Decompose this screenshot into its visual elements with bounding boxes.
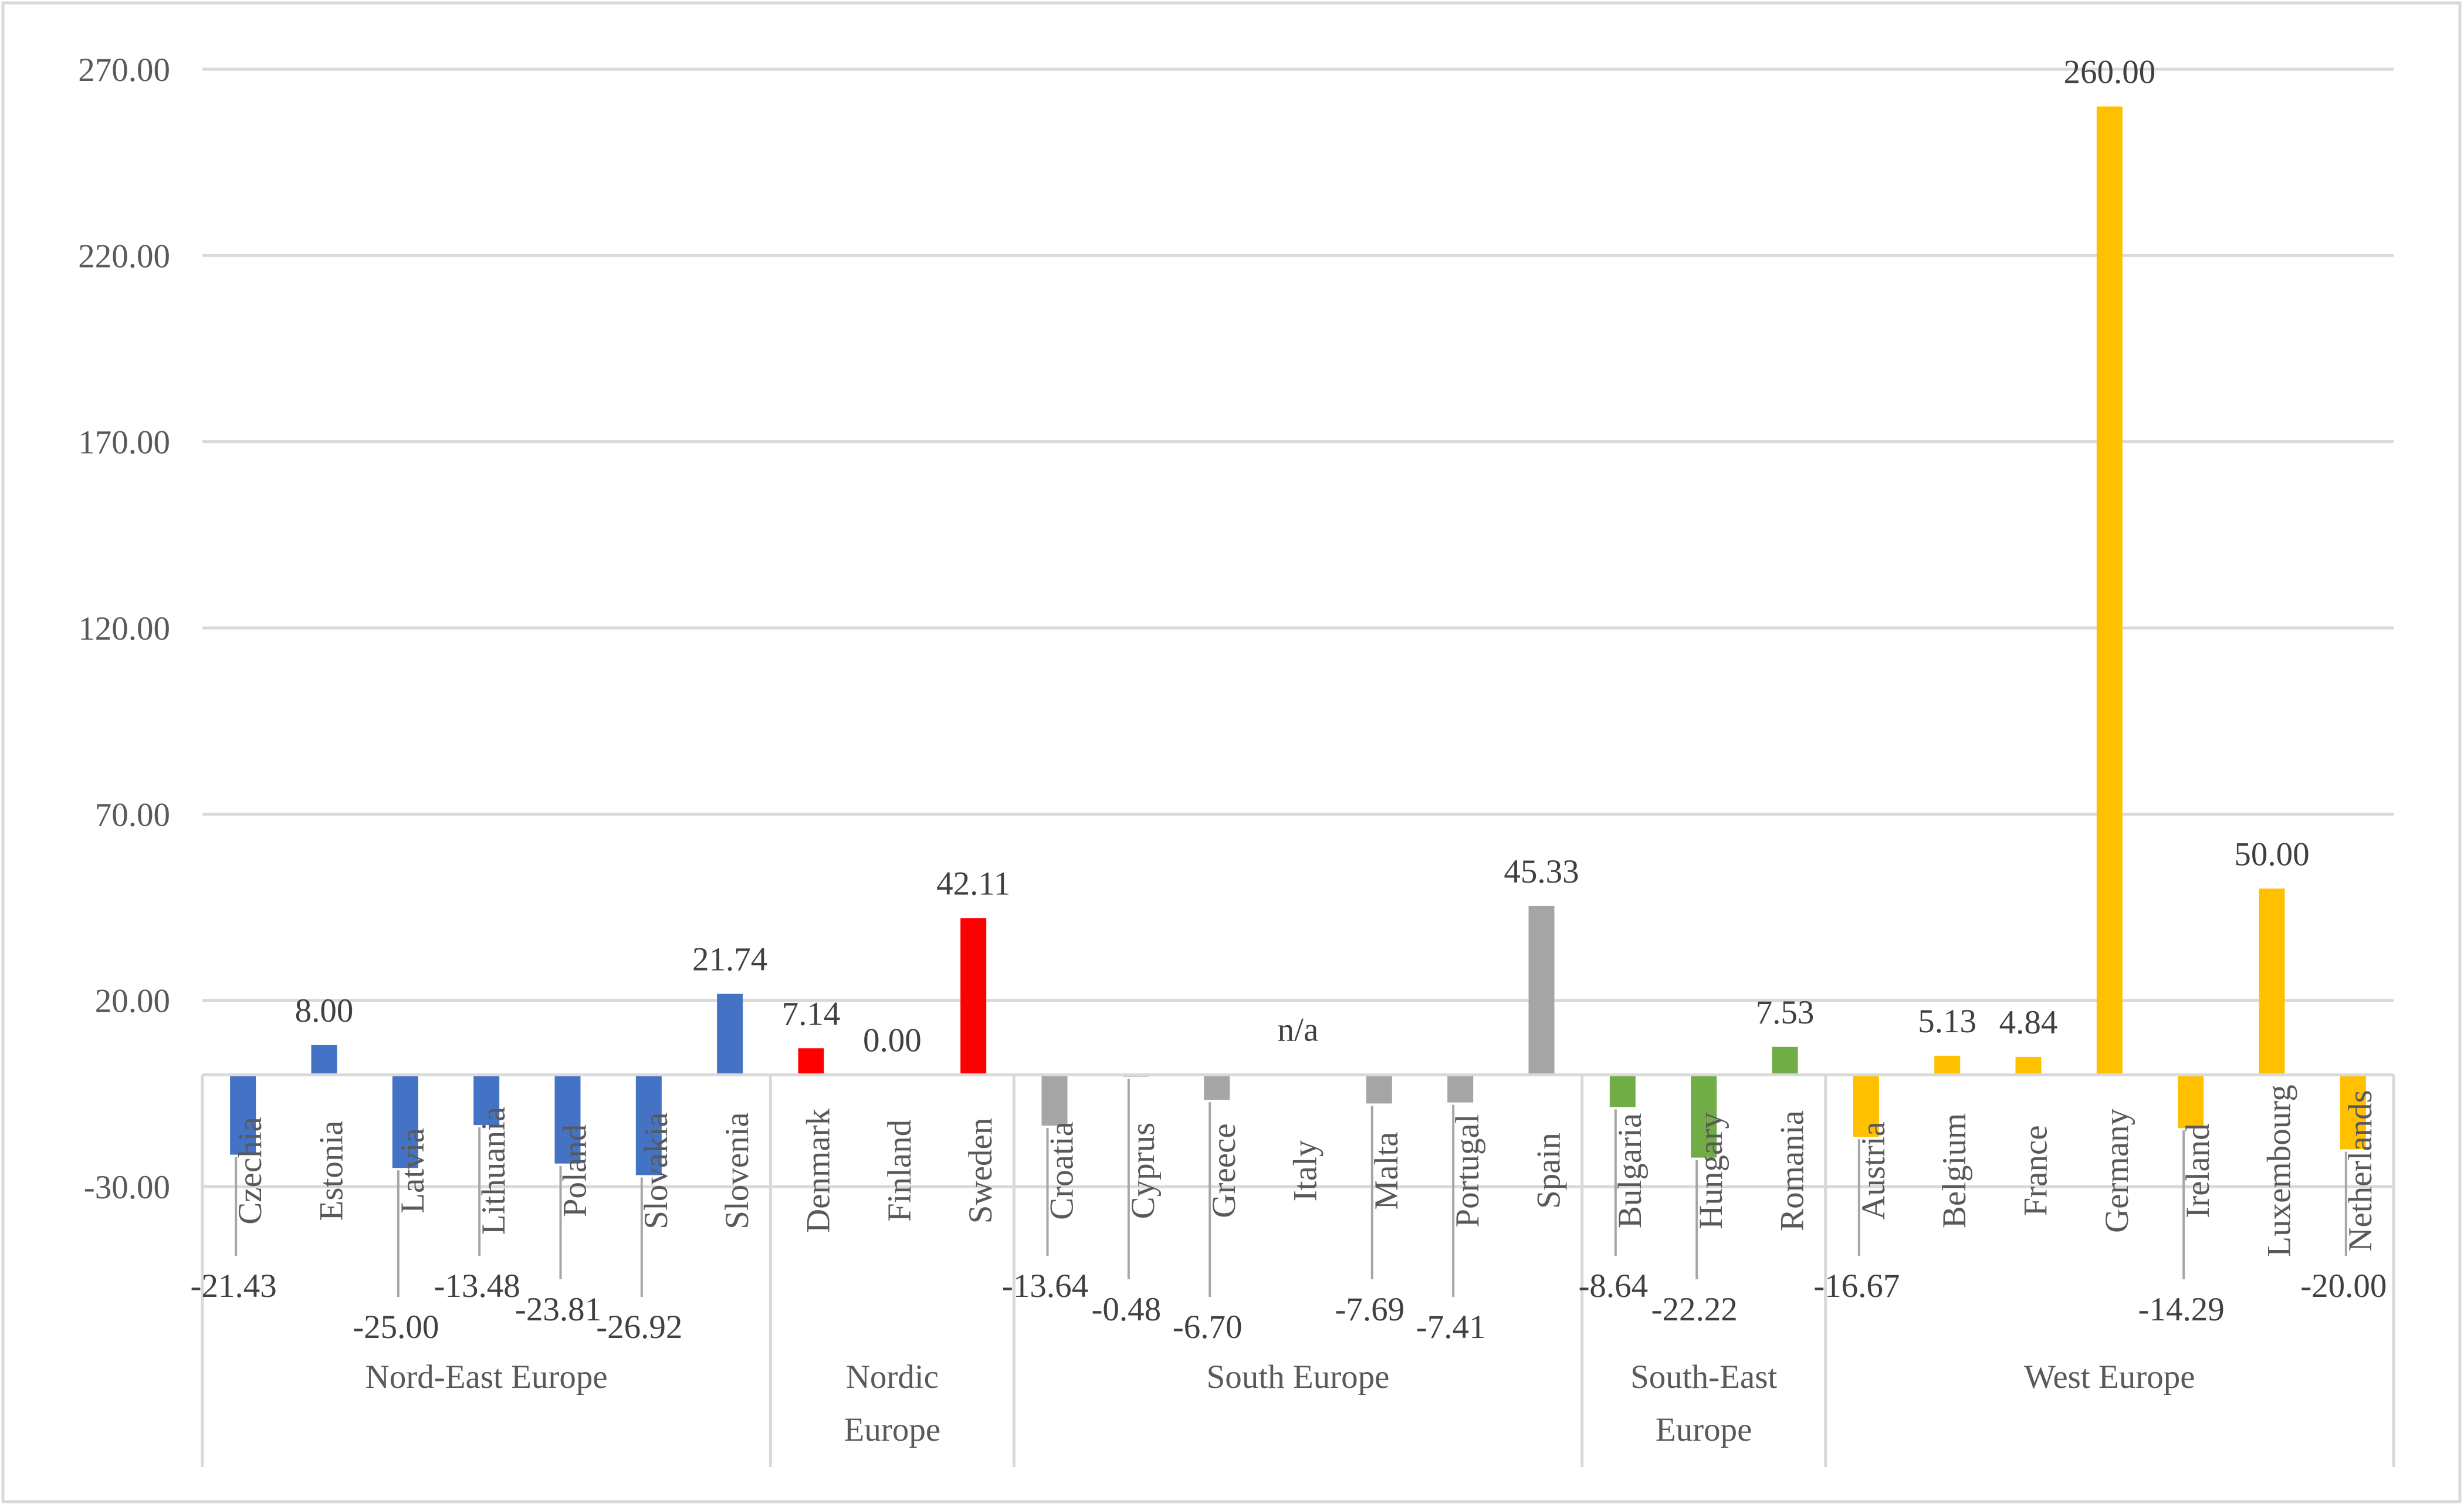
category-label: Netherlands	[2342, 1090, 2379, 1251]
category-label: France	[2018, 1125, 2055, 1216]
data-label: -13.48	[434, 1268, 520, 1305]
category-label: Luxembourg	[2261, 1084, 2298, 1256]
data-label: n/a	[1278, 1012, 1319, 1049]
bar	[1204, 1075, 1230, 1100]
labels: 270.00 220.00 170.00 120.00 70.00 20.00 -30.00…	[78, 52, 2387, 1448]
data-label: -13.64	[1002, 1268, 1088, 1305]
data-label: -21.43	[191, 1268, 277, 1305]
data-label: 260.00	[2063, 53, 2155, 90]
group-label: Europe	[1656, 1411, 1752, 1448]
bar	[1609, 1075, 1636, 1107]
group-label: South-East	[1630, 1359, 1777, 1396]
bar	[1934, 1056, 1961, 1075]
data-label: -25.00	[353, 1309, 439, 1346]
bar	[311, 1045, 337, 1075]
y-tick-label: 70.00	[95, 796, 170, 833]
bar	[1041, 1075, 1068, 1126]
data-label: -7.41	[1416, 1309, 1486, 1346]
category-label: Hungary	[1693, 1112, 1729, 1229]
data-label: 42.11	[936, 865, 1010, 902]
category-label: Lithuania	[475, 1107, 512, 1235]
data-label: -20.00	[2300, 1268, 2387, 1305]
data-label: -16.67	[1813, 1268, 1900, 1305]
bar	[1772, 1046, 1798, 1075]
bar	[2178, 1075, 2204, 1128]
category-label: Ireland	[2179, 1123, 2216, 1218]
group-label: Nord-East Europe	[365, 1359, 608, 1396]
data-label: -23.81	[515, 1291, 601, 1328]
data-label: 7.14	[782, 995, 841, 1032]
data-label: 0.00	[863, 1022, 922, 1059]
bar	[635, 1075, 662, 1175]
data-label: 4.84	[1999, 1004, 2058, 1041]
category-label: Malta	[1368, 1132, 1405, 1210]
data-label: 7.53	[1756, 994, 1815, 1031]
category-label: Cyprus	[1125, 1123, 1162, 1219]
category-label: Estonia	[313, 1121, 350, 1221]
bar	[1853, 1075, 1879, 1137]
bar	[554, 1075, 581, 1164]
bar	[230, 1075, 256, 1155]
bar	[1447, 1075, 1474, 1103]
data-label: 45.33	[1504, 853, 1579, 890]
data-label: -14.29	[2138, 1291, 2225, 1328]
y-tick-label: -30.00	[84, 1169, 170, 1206]
bar	[717, 994, 743, 1075]
category-label: Bulgaria	[1612, 1113, 1649, 1228]
bar	[473, 1075, 500, 1126]
category-label: Poland	[557, 1124, 594, 1217]
bar	[1366, 1075, 1392, 1104]
category-label: Portugal	[1449, 1114, 1486, 1227]
category-label: Sweden	[962, 1118, 999, 1224]
group-label: South Europe	[1207, 1359, 1390, 1396]
y-tick-label: 120.00	[78, 610, 170, 647]
category-label: Finland	[881, 1120, 918, 1222]
data-label: -8.64	[1578, 1268, 1648, 1305]
bar	[392, 1075, 418, 1168]
category-label: Romania	[1774, 1110, 1811, 1231]
bar	[1528, 905, 1555, 1075]
category-label: Slovakia	[638, 1112, 675, 1229]
bar	[2015, 1056, 2042, 1075]
category-label: Croatia	[1044, 1121, 1081, 1220]
axes	[201, 1073, 2395, 1467]
bar	[1691, 1075, 1717, 1158]
category-label: Austria	[1855, 1121, 1892, 1220]
y-tick-label: 270.00	[78, 52, 170, 89]
category-label: Greece	[1206, 1123, 1243, 1218]
y-tick-label: 220.00	[78, 238, 170, 275]
gridlines	[202, 67, 2394, 1188]
category-label: Latvia	[394, 1128, 431, 1214]
data-label: 5.13	[1918, 1003, 1976, 1040]
data-label: 21.74	[692, 941, 767, 978]
bar	[2096, 106, 2123, 1075]
data-label: -7.69	[1335, 1291, 1404, 1328]
category-label: Denmark	[800, 1108, 837, 1233]
category-label: Czechia	[232, 1117, 269, 1225]
bar	[798, 1048, 824, 1075]
bars	[230, 106, 2366, 1175]
data-label: 50.00	[2234, 836, 2309, 873]
category-label: Germany	[2099, 1108, 2135, 1233]
category-label: Belgium	[1936, 1113, 1973, 1228]
y-tick-label: 20.00	[95, 983, 170, 1020]
group-label: Europe	[844, 1411, 941, 1448]
bar	[960, 918, 987, 1075]
group-label: Nordic	[846, 1359, 939, 1396]
category-label: Slovenia	[719, 1112, 756, 1229]
group-label: West Europe	[2024, 1359, 2195, 1396]
category-label: Italy	[1287, 1140, 1324, 1201]
bar	[2259, 888, 2285, 1075]
category-label: Spain	[1531, 1133, 1568, 1209]
data-label: -22.22	[1651, 1291, 1738, 1328]
y-tick-label: 170.00	[78, 424, 170, 461]
data-label: 8.00	[295, 992, 354, 1029]
data-label: -6.70	[1173, 1309, 1243, 1346]
data-label: -0.48	[1091, 1291, 1161, 1328]
data-label: -26.92	[596, 1309, 682, 1346]
bar	[2340, 1075, 2366, 1150]
